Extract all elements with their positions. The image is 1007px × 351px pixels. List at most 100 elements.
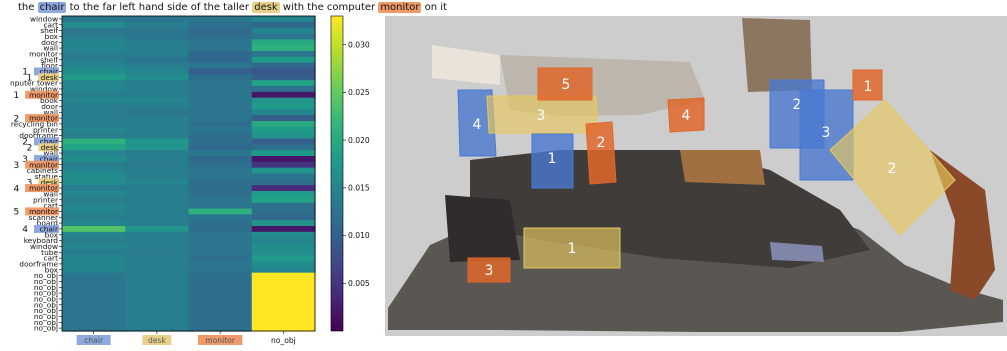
heatmap-cell — [125, 62, 190, 70]
box-label-monitor-1: 1 — [864, 79, 873, 95]
heatmap-cell — [188, 45, 253, 52]
row-label: box — [45, 230, 59, 239]
heatmap-cell — [188, 121, 253, 128]
heatmap-cell — [188, 16, 253, 23]
heatmap-cell — [188, 290, 253, 297]
box-chair-4 — [457, 89, 497, 157]
heatmap-cell — [125, 226, 190, 233]
heatmap-cell — [125, 132, 190, 140]
heatmap-cell — [251, 191, 316, 198]
row-label: cabinets — [27, 166, 58, 175]
heatmap-cell — [188, 179, 253, 186]
row-instance-number: 4 — [13, 184, 19, 194]
heatmap-cell — [188, 231, 253, 239]
heatmap-cell — [188, 91, 253, 99]
heatmap-cell — [251, 56, 316, 64]
box-monitor-4 — [667, 97, 705, 133]
heatmap-cell — [62, 220, 126, 227]
heatmap-cell — [251, 62, 316, 70]
row-label: box — [45, 265, 59, 274]
colorbar-tick-label: 0.030 — [348, 40, 370, 49]
box-label-chair-3: 3 — [822, 125, 831, 141]
column-label: no_obj — [271, 336, 296, 345]
heatmap-cell — [125, 121, 190, 128]
heatmap-cell — [125, 33, 190, 40]
heatmap-cell — [125, 307, 190, 315]
row-label: monitor — [29, 160, 59, 169]
caption-text: the — [18, 2, 38, 13]
box-label-monitor-3: 3 — [485, 263, 494, 279]
row-label: wall — [43, 44, 58, 53]
heatmap-cell — [251, 115, 316, 122]
heatmap-cell — [125, 255, 190, 262]
heatmap-cell — [251, 301, 316, 309]
heatmap-cell — [125, 296, 190, 303]
heatmap-cell — [125, 138, 190, 145]
heatmap-cell — [251, 80, 316, 87]
heatmap-cell — [62, 132, 126, 140]
heatmap-cell — [251, 121, 316, 128]
row-label: book — [40, 96, 59, 105]
heatmap-cell — [62, 173, 126, 180]
box-label-monitor-2: 2 — [597, 135, 606, 151]
column-label-highlight — [142, 335, 172, 345]
heatmap-cell — [188, 243, 253, 250]
row-label: monitor — [29, 90, 59, 99]
heatmap-cell — [251, 144, 316, 151]
heatmap-cell — [188, 109, 253, 116]
heatmap-cell — [251, 27, 316, 35]
heatmap-cell — [251, 231, 316, 239]
heatmap-cell — [251, 208, 316, 215]
heatmap-cell — [62, 167, 126, 175]
row-label: monitor — [29, 114, 59, 123]
row-label: wall — [43, 190, 58, 199]
row-label: tube — [41, 248, 58, 257]
heatmap-cell — [125, 56, 190, 64]
row-label: board — [37, 219, 59, 228]
heatmap-cell — [188, 196, 253, 204]
heatmap-cell — [188, 51, 253, 58]
row-label: no_obj — [34, 300, 58, 309]
heatmap-cell — [188, 33, 253, 40]
heatmap-cell — [125, 249, 190, 256]
row-label: chair — [40, 67, 59, 76]
heatmap-cell — [125, 86, 190, 93]
heatmap-cell — [62, 156, 126, 163]
heatmap-cell — [62, 226, 126, 233]
row-label: no_obj — [34, 312, 58, 321]
heatmap-cell — [251, 109, 316, 116]
heatmap-frame — [61, 15, 316, 332]
heatmap-cell — [251, 21, 316, 29]
row-label: printer — [33, 125, 59, 134]
column-label: monitor — [205, 336, 236, 345]
row-instance-number: 5 — [13, 208, 19, 218]
heatmap-cell — [125, 290, 190, 297]
heatmap-cell — [62, 307, 126, 315]
row-instance-number: 2 — [22, 138, 28, 148]
row-label-highlight — [25, 90, 59, 99]
heatmap-cell — [251, 173, 316, 180]
heatmap-cell — [62, 33, 126, 40]
heatmap-cell — [251, 16, 316, 23]
heatmap-cell — [62, 91, 126, 99]
heatmap-cell — [62, 103, 126, 110]
heatmap-cell — [125, 220, 190, 227]
query-caption: the chair to the far left hand side of t… — [18, 2, 447, 13]
row-label: chair — [40, 225, 59, 234]
column-label: chair — [84, 336, 104, 345]
heatmap-cell — [251, 126, 316, 134]
row-instance-number: 2 — [13, 114, 19, 124]
heatmap-cell — [188, 56, 253, 64]
heatmap-cell — [62, 214, 126, 221]
heatmap-cell — [251, 272, 316, 280]
heatmap-cell — [251, 156, 316, 163]
box-label-monitor-5: 5 — [562, 77, 571, 93]
column-label: desk — [148, 336, 166, 345]
heatmap-cell — [251, 132, 316, 140]
heatmap-cell — [125, 278, 190, 285]
heatmap-cell — [251, 167, 316, 175]
heatmap-cell — [251, 266, 316, 274]
heatmap-cell — [188, 272, 253, 280]
heatmap-cell — [125, 284, 190, 291]
